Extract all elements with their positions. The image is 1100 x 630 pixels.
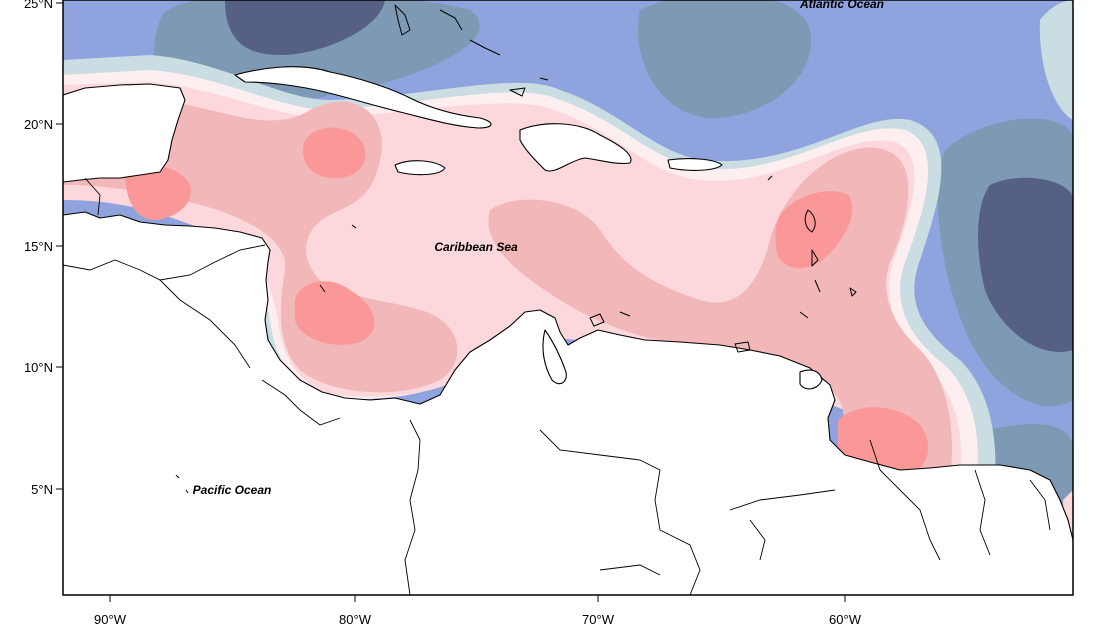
border-colombia-venezuela [539, 429, 701, 595]
cocos-island [185, 489, 189, 494]
border-venezuela-interior [749, 519, 766, 561]
lon-tick-label: 80°W [339, 612, 372, 627]
longitude-ticks: 90°W 80°W 70°W 60°W [94, 595, 862, 627]
border-venezuela-brazil [729, 489, 836, 511]
trinidad-island [799, 369, 823, 390]
border-guyana-suriname [869, 439, 941, 561]
barbados-island [849, 287, 857, 297]
lon-tick-label: 70°W [582, 612, 615, 627]
cuba-island [234, 66, 492, 129]
hispaniola-island [519, 123, 632, 172]
bahamas-chain [439, 9, 463, 31]
bahamas-south [469, 39, 501, 56]
island-outlines [63, 4, 1051, 595]
lon-tick-label: 90°W [94, 612, 127, 627]
inagua-island [509, 87, 526, 97]
land-masses [63, 66, 1073, 595]
border-costa-rica-panama [261, 379, 341, 426]
bahamas-andros [394, 4, 411, 36]
slate-region-atlantic [638, 0, 812, 119]
virgin-islands [767, 175, 773, 181]
bonaire-island [619, 311, 631, 317]
border-belize [84, 177, 101, 216]
plot-border [62, 0, 1074, 596]
strong-region-nicaragua [295, 281, 375, 345]
light-band-northeast [1039, 0, 1073, 120]
lat-tick-label: 15°N [24, 239, 53, 254]
deep-region-bahamas [225, 0, 385, 55]
lake-maracaibo [542, 329, 567, 385]
lat-tick-label: 20°N [24, 117, 53, 132]
st-lucia-island [814, 279, 821, 293]
border-colombia-pacific [404, 419, 421, 595]
deep-region-east [978, 177, 1073, 352]
jamaica-island [394, 160, 446, 176]
guadeloupe-island [804, 209, 816, 233]
martinique-island [811, 249, 819, 267]
atlantic-ocean-label: Atlantic Ocean [799, 0, 884, 11]
lon-tick-label: 60°W [829, 612, 862, 627]
border-french-guiana [1029, 479, 1051, 531]
latitude-ticks: 25°N 20°N 15°N 10°N 5°N [24, 0, 63, 497]
grenadines [799, 311, 809, 319]
lat-tick-label: 5°N [31, 482, 53, 497]
border-suriname-guiana [974, 469, 991, 556]
curacao-island [589, 313, 605, 327]
pacific-ocean-label: Pacific Ocean [193, 483, 272, 497]
lat-tick-label: 10°N [24, 360, 53, 375]
strong-region-cayman [302, 127, 366, 179]
turks-caicos [539, 77, 549, 81]
puerto-rico-island [667, 158, 723, 171]
border-south-interior [599, 564, 661, 576]
lat-tick-label: 25°N [24, 0, 53, 11]
margarita-island [734, 341, 751, 353]
mainland-americas [63, 211, 1073, 595]
corn-islands [319, 284, 326, 293]
strong-region-belize [125, 165, 191, 220]
border-nicaragua [159, 279, 251, 369]
yucatan-peninsula [63, 83, 186, 183]
caribbean-sea-label: Caribbean Sea [434, 240, 518, 254]
malpelo-island [175, 474, 180, 479]
san-andres-island [351, 224, 357, 229]
